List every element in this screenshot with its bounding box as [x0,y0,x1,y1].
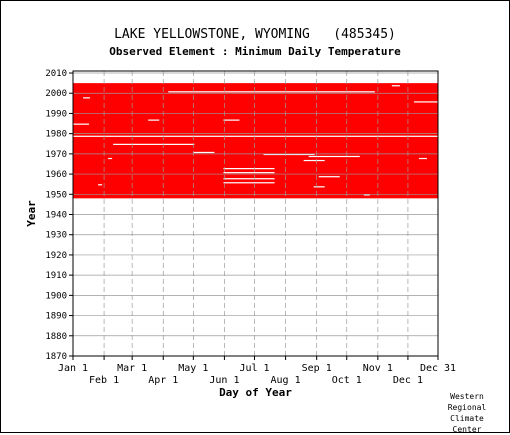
credit-line: Western [450,392,484,401]
y-tick-label: 1940 [45,211,67,221]
y-axis-label: Year [25,200,38,227]
y-tick-label: 1910 [45,271,67,281]
y-tick-label: 1920 [45,251,67,261]
y-tick-label: 1930 [45,231,67,241]
credit-line: Regional [447,403,487,412]
missing-gap [263,153,315,156]
missing-gap [363,194,370,196]
plot-border [72,70,439,357]
missing-gap [413,101,440,103]
y-tick-label: 1990 [45,109,67,119]
x-tick-label: Nov 1 [363,363,393,374]
x-tick-label: Feb 1 [89,375,119,386]
y-tick-label: 1880 [45,332,67,342]
missing-gap [223,182,275,184]
x-tick-label: Sep 1 [302,363,332,374]
missing-gap [73,123,90,125]
missing-gap [223,178,275,180]
missing-gap [223,172,275,174]
x-tick-label: May 1 [178,363,208,374]
x-tick-label: Dec 1 [393,375,423,386]
wrcc-credit: Western Regional Climate Center [437,391,497,435]
x-tick-label: Jun 1 [209,375,239,386]
x-tick-label: Apr 1 [148,375,178,386]
credit-line: Center [452,425,482,434]
missing-gap [73,135,440,137]
y-tick-label: 1960 [45,170,67,180]
missing-gap [148,119,160,121]
x-tick-label: Mar 1 [117,363,147,374]
missing-gap [113,143,195,145]
x-tick-label: Oct 1 [332,375,362,386]
missing-gap [108,157,113,160]
x-tick-label: Jan 1 [58,363,88,374]
missing-gap [223,168,275,170]
y-tick-label: 2000 [45,89,67,99]
y-tick-label: 1980 [45,130,67,140]
missing-gap [313,186,325,188]
y-tick-label: 1890 [45,312,67,322]
missing-gap [308,155,360,158]
missing-gap [303,159,325,162]
missing-gap [391,85,400,87]
missing-gap [168,91,375,93]
missing-gap [83,97,91,99]
credit-line: Climate [450,414,484,423]
x-tick-label: Dec 31 [420,363,456,374]
missing-gap [318,176,340,178]
chart-title: LAKE YELLOWSTONE, WYOMING (485345) [114,27,396,42]
y-tick-label: 1970 [45,150,67,160]
chart-subtitle: Observed Element : Minimum Daily Tempera… [109,45,401,58]
data-band [73,83,438,199]
x-axis-label: Day of Year [219,386,292,399]
y-tick-label: 1900 [45,291,67,301]
y-tick-label: 2010 [45,69,67,79]
missing-gap [98,184,103,186]
y-tick-label: 1870 [45,352,67,362]
x-tick-label: Jul 1 [239,363,269,374]
y-tick-label: 1950 [45,190,67,200]
missing-gap [223,119,240,121]
missing-gap [418,157,427,160]
missing-gap [193,151,215,154]
x-tick-label: Aug 1 [271,375,301,386]
